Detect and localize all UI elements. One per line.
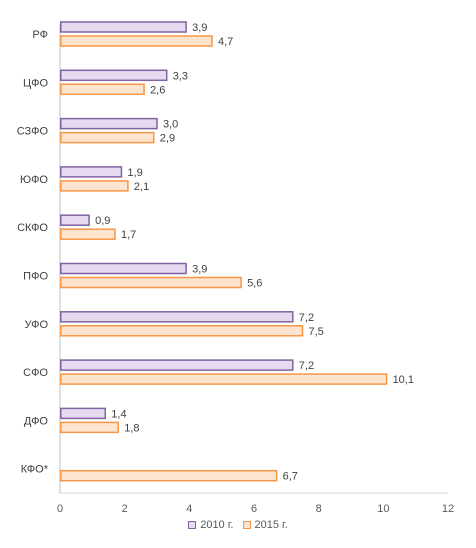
legend-label-2015: 2015 г. [254, 519, 288, 531]
data-label: 4,7 [218, 36, 233, 48]
category-label: ЮФО [20, 174, 48, 186]
bar [60, 131, 155, 144]
bar [60, 228, 116, 240]
bar [60, 166, 123, 178]
data-label: 7,2 [299, 312, 314, 324]
data-label: 3,3 [173, 70, 188, 82]
data-label: 7,5 [309, 326, 324, 338]
data-label: 1,4 [111, 408, 126, 420]
data-label: 5,6 [247, 278, 262, 290]
category-label: ЦФО [23, 77, 49, 89]
category-label: СЗФО [17, 126, 49, 138]
bar [60, 214, 90, 226]
data-label: 1,8 [124, 422, 139, 434]
bar [60, 117, 158, 130]
category-label: ПФО [23, 271, 48, 283]
bar [60, 311, 294, 323]
data-label: 3,9 [192, 264, 207, 276]
bar [60, 21, 187, 33]
x-tick-label: 0 [57, 503, 63, 515]
data-label: 3,0 [163, 119, 178, 131]
bar [60, 373, 388, 385]
chart-legend: 2010 г. 2015 г. [0, 519, 476, 532]
data-label: 1,7 [121, 229, 136, 241]
x-tick-label: 4 [186, 503, 192, 515]
category-label: СКФО [17, 222, 48, 234]
x-tick-label: 2 [122, 503, 128, 515]
legend-item-2015: 2015 г. [242, 519, 288, 531]
x-tick-label: 8 [316, 503, 322, 515]
bar [60, 407, 107, 420]
data-label: 10,1 [393, 374, 414, 386]
category-label: ДФО [24, 415, 49, 427]
bar [60, 276, 242, 289]
bar [60, 262, 187, 275]
x-tick-label: 10 [377, 503, 389, 515]
category-label: РФ [32, 29, 48, 41]
data-label: 0,9 [95, 215, 110, 227]
bar [60, 421, 119, 434]
category-label: КФО* [21, 464, 49, 476]
legend-swatch-2010 [188, 521, 197, 529]
x-tick-label: 12 [442, 503, 454, 515]
bar [60, 180, 129, 192]
category-label: УФО [24, 319, 48, 331]
legend-swatch-2015 [242, 521, 251, 529]
category-label: СФО [23, 367, 48, 379]
x-tick-label: 6 [251, 503, 257, 515]
legend-item-2010: 2010 г. [188, 519, 233, 531]
bar [60, 469, 278, 482]
data-label: 2,6 [150, 84, 165, 96]
legend-label-2010: 2010 г. [200, 519, 234, 531]
data-label: 6,7 [283, 471, 298, 483]
bar [60, 83, 145, 96]
data-label: 7,2 [299, 360, 314, 372]
data-label: 1,9 [127, 167, 142, 179]
data-label: 3,9 [192, 22, 207, 34]
bar [60, 359, 294, 371]
bar [60, 69, 168, 82]
data-label: 2,9 [160, 133, 175, 145]
data-label: 2,1 [134, 181, 149, 193]
bar [60, 325, 304, 337]
bar [60, 35, 213, 47]
